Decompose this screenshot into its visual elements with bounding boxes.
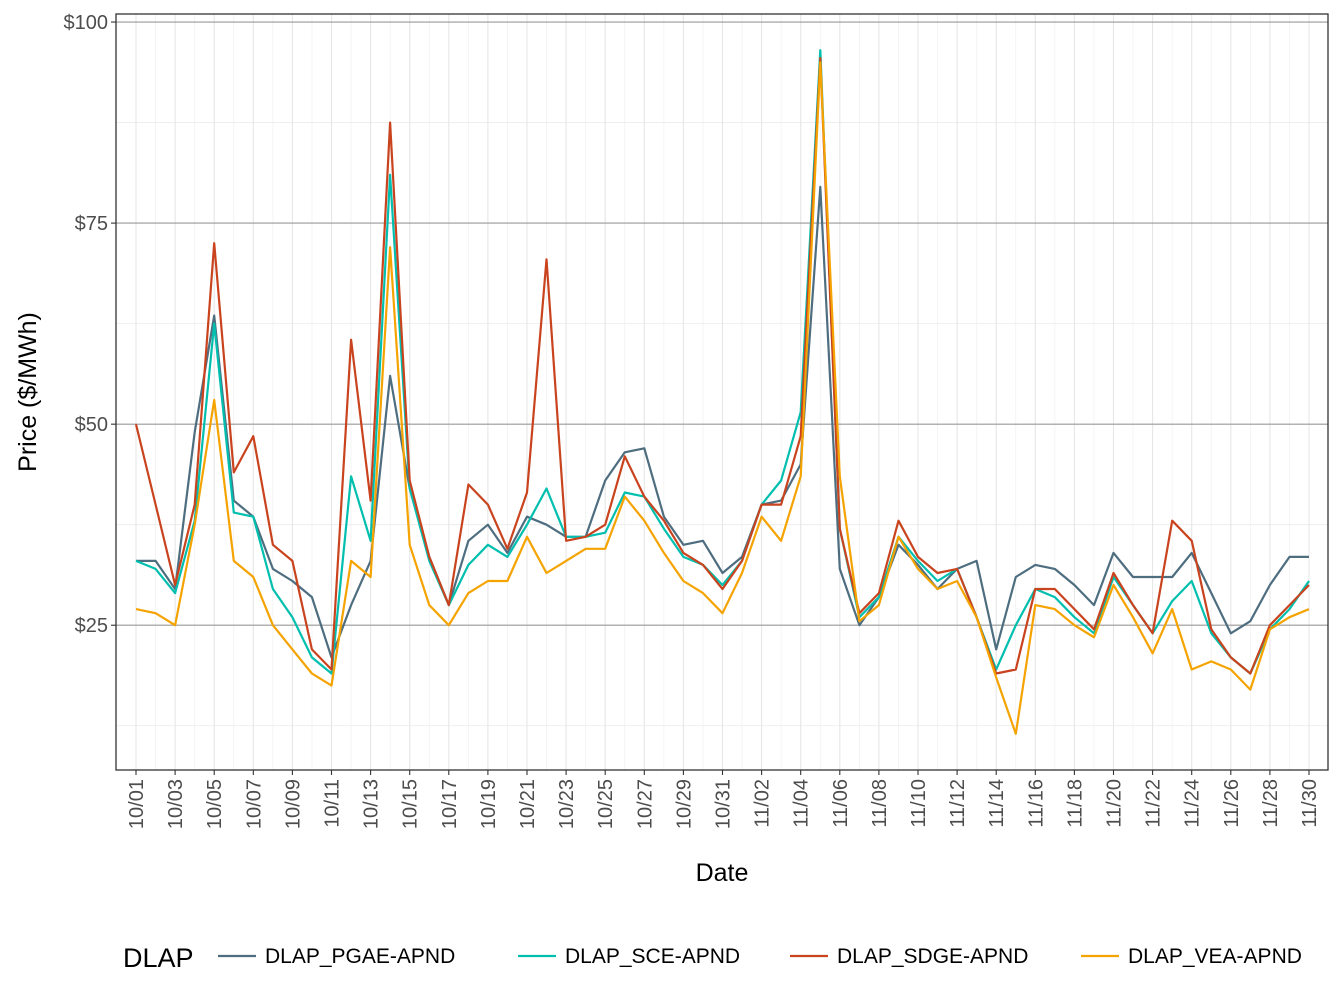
legend-title: DLAP bbox=[123, 943, 194, 973]
x-tick-label: 10/29 bbox=[673, 779, 695, 829]
x-axis: 10/01 10/03 10/05 10/07 10/09 10/11 10/13 10/15… bbox=[126, 770, 1321, 829]
x-tick-label: 11/16 bbox=[1025, 779, 1047, 828]
y-axis: $25 $50 $75 $100 bbox=[64, 12, 116, 637]
series-line-dlap_sdge-apnd bbox=[134, 57, 1310, 675]
x-tick-label: 11/26 bbox=[1221, 779, 1243, 828]
y-tick-label: $75 bbox=[75, 213, 108, 235]
x-tick-label: 11/10 bbox=[908, 779, 930, 828]
x-tick-label: 10/25 bbox=[595, 779, 617, 829]
x-tick-label: 10/23 bbox=[556, 779, 578, 829]
x-tick-label: 10/17 bbox=[439, 779, 461, 829]
y-tick-label: $25 bbox=[75, 615, 108, 637]
x-tick-label: 10/13 bbox=[361, 779, 383, 829]
x-tick-label: 10/11 bbox=[322, 779, 344, 828]
minor-gridlines bbox=[116, 14, 1328, 770]
x-tick-label: 10/15 bbox=[400, 779, 422, 829]
legend-label: DLAP_VEA-APND bbox=[1128, 945, 1302, 968]
x-tick-label: 11/18 bbox=[1064, 779, 1086, 828]
series-lines bbox=[134, 49, 1310, 735]
series-line-dlap_sce-apnd bbox=[135, 49, 1310, 675]
x-tick-label: 10/19 bbox=[478, 779, 500, 829]
legend: DLAP DLAP_PGAE-APND DLAP_SCE-APND DLAP_SDG… bbox=[123, 943, 1302, 973]
x-tick-label: 10/05 bbox=[204, 779, 226, 829]
x-tick-label: 10/09 bbox=[282, 779, 304, 829]
x-tick-label: 10/07 bbox=[243, 779, 265, 829]
x-tick-label: 10/21 bbox=[517, 779, 539, 829]
major-gridlines bbox=[116, 14, 1328, 770]
x-tick-label: 11/20 bbox=[1104, 779, 1126, 828]
x-tick-label: 11/22 bbox=[1143, 779, 1165, 828]
x-axis-title: Date bbox=[696, 859, 749, 887]
y-tick-label: $100 bbox=[64, 12, 109, 34]
legend-label: DLAP_SCE-APND bbox=[565, 945, 740, 968]
x-tick-label: 11/02 bbox=[752, 779, 774, 828]
x-tick-label: 11/06 bbox=[830, 779, 852, 828]
x-tick-label: 10/31 bbox=[713, 779, 735, 829]
x-tick-label: 11/04 bbox=[791, 779, 813, 828]
x-tick-label: 11/24 bbox=[1182, 779, 1204, 828]
legend-label: DLAP_PGAE-APND bbox=[265, 945, 455, 968]
x-tick-label: 10/27 bbox=[634, 779, 656, 829]
y-tick-label: $50 bbox=[75, 414, 108, 436]
x-tick-label: 11/08 bbox=[869, 779, 891, 828]
legend-label: DLAP_SDGE-APND bbox=[837, 945, 1028, 968]
x-tick-label: 10/03 bbox=[165, 779, 187, 829]
x-tick-label: 11/12 bbox=[947, 779, 969, 828]
series-line-dlap_vea-apnd bbox=[135, 61, 1310, 735]
x-tick-label: 11/28 bbox=[1260, 779, 1282, 828]
x-tick-label: 11/30 bbox=[1299, 779, 1321, 828]
x-tick-label: 10/01 bbox=[126, 779, 148, 829]
x-tick-label: 11/14 bbox=[986, 779, 1008, 828]
y-axis-title: Price ($/MWh) bbox=[14, 312, 42, 472]
